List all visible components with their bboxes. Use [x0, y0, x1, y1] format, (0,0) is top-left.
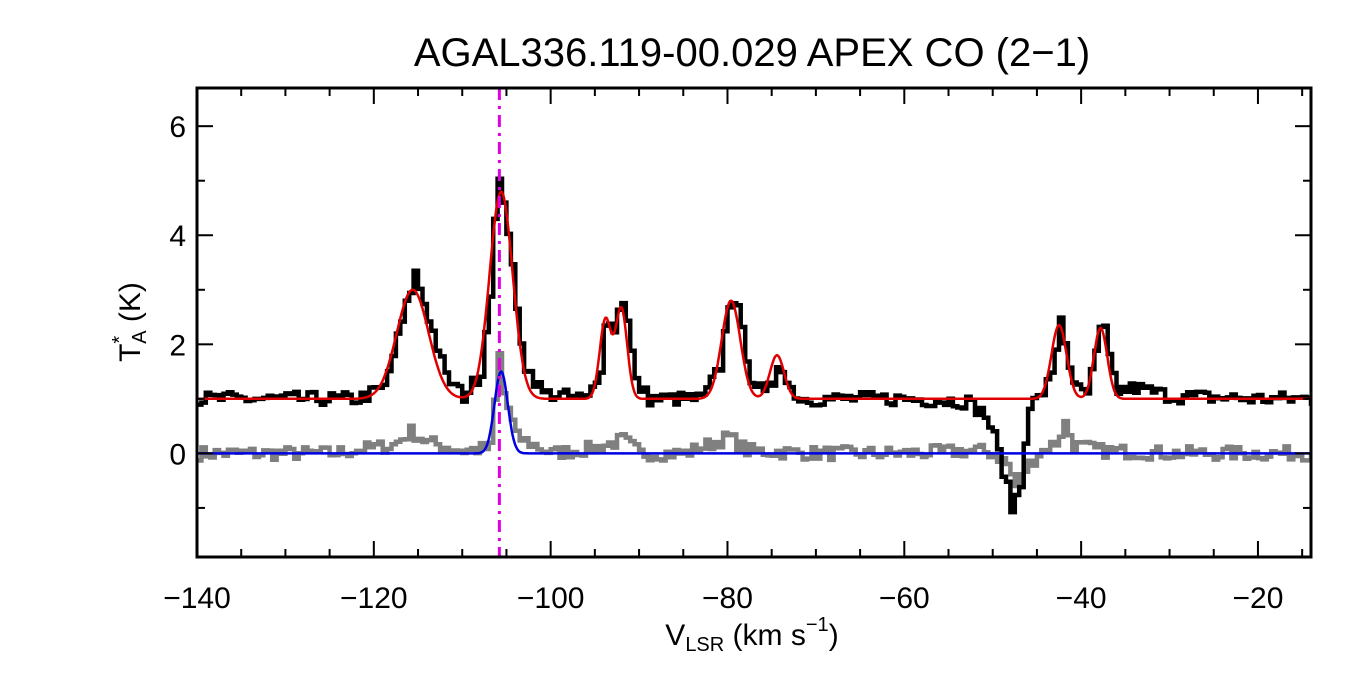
x-tick-labels: −140 −120 −100 −80 −60 −40 −20 [163, 582, 1283, 615]
residual-series [197, 351, 1311, 489]
spectrum-series [197, 176, 1311, 515]
y-axis-label: T*A (K) [109, 282, 151, 362]
red-fit-line [197, 190, 1311, 401]
x-tick-label: −60 [879, 582, 930, 615]
x-tick-label: −140 [163, 582, 231, 615]
y-tick-label: 6 [169, 111, 186, 144]
x-tick-label: −40 [1056, 582, 1107, 615]
y-tick-label: 4 [169, 220, 186, 253]
blue-fit-line [197, 369, 1311, 455]
y-tick-labels: 0 2 4 6 [169, 111, 186, 471]
plot-frame [195, 86, 1313, 559]
x-tick-label: −100 [517, 582, 585, 615]
x-axis-label: VLSR (km s−1) [665, 614, 838, 656]
y-tick-label: 0 [169, 438, 186, 471]
x-tick-label: −20 [1233, 582, 1284, 615]
x-tick-label: −120 [340, 582, 408, 615]
chart-title: AGAL336.119-00.029 APEX CO (2−1) [414, 31, 1090, 75]
x-tick-label: −80 [702, 582, 753, 615]
axis-ticks [196, 88, 1311, 557]
y-tick-label: 2 [169, 329, 186, 362]
plot-area [195, 86, 1313, 559]
